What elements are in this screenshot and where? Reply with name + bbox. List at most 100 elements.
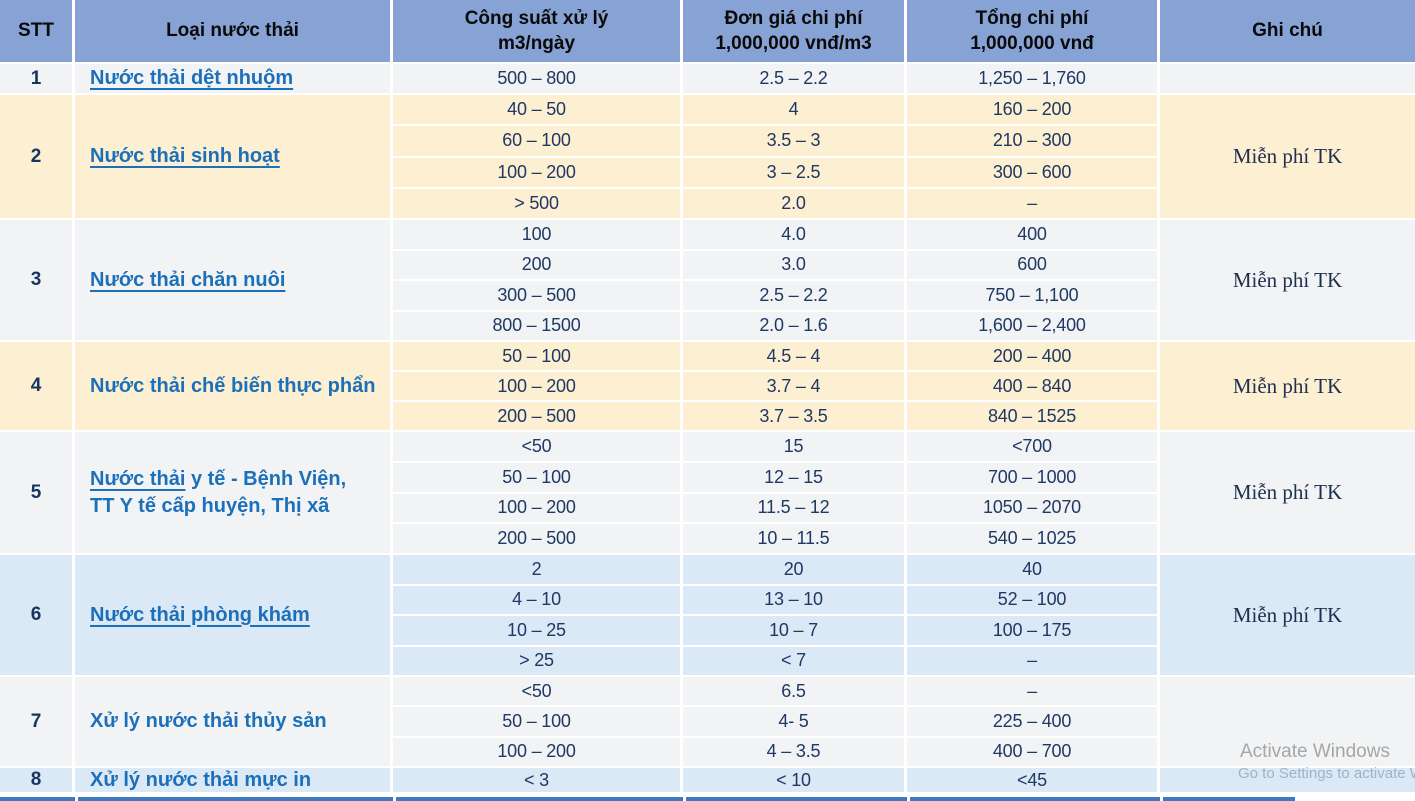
stt-number: 3 [30, 269, 42, 290]
capacity-value: 200 [521, 254, 552, 275]
sliver-tick [393, 797, 396, 801]
table-subrow: 50 – 100 [393, 463, 680, 494]
capacity-value: 100 [521, 223, 552, 244]
unit-price-cell: 4.0 3.0 2.5 – 2.2 2.0 – 1.6 [683, 220, 907, 340]
total-cost-value: 210 – 300 [992, 130, 1072, 151]
stt-number: 4 [30, 375, 42, 396]
unit-price-value: 10 – 7 [769, 619, 818, 640]
sliver-tick [75, 797, 78, 801]
capacity-value: 2 [531, 558, 542, 579]
wastewater-type-text: Xử lý nước thải mực in [90, 768, 312, 791]
capacity-value: > 25 [519, 650, 554, 671]
table-body: 1 Nước thải dệt nhuộm 500 – 800 2.5 – 2.2 1,… [0, 62, 1415, 792]
wastewater-type-cell: Xử lý nước thải mực in [75, 768, 393, 792]
table-subrow: 1,250 – 1,760 [907, 64, 1157, 93]
total-cost-cell: <700 700 – 1000 1050 – 2070 540 – 1025 [907, 432, 1160, 553]
table-subrow: 100 – 200 [393, 158, 680, 189]
stt-number: 1 [30, 67, 42, 89]
wastewater-type-text: Nước thải sinh hoạt [90, 145, 280, 167]
table-subrow: 2.0 [683, 189, 904, 218]
capacity-cell: <50 50 – 100 100 – 200 200 – 500 [393, 432, 683, 553]
total-cost-value: 540 – 1025 [987, 528, 1077, 549]
unit-price-cell: 4.5 – 4 3.7 – 4 3.7 – 3.5 [683, 342, 907, 430]
unit-price-cell: 20 13 – 10 10 – 7 < 7 [683, 555, 907, 675]
table-subrow: 40 – 50 [393, 95, 680, 127]
table-subrow: < 7 [683, 647, 904, 676]
total-cost-cell: 400 600 750 – 1,100 1,600 – 2,400 [907, 220, 1160, 340]
table-subrow: < 10 [683, 768, 904, 792]
wastewater-type-link[interactable]: Nước thải sinh hoạt [90, 143, 280, 170]
capacity-value: 100 – 200 [497, 375, 576, 396]
note-text: Miễn phí TK [1232, 373, 1343, 398]
total-cost-value: 1,600 – 2,400 [978, 315, 1086, 336]
note-text: Miễn phí TK [1232, 480, 1343, 504]
column-header-unit-price: Đơn giá chi phí 1,000,000 vnđ/m3 [683, 0, 907, 62]
note-text: Miễn phí TK [1232, 602, 1343, 627]
table-subrow: > 500 [393, 189, 680, 218]
total-cost-cell: 200 – 400 400 – 840 840 – 1525 [907, 342, 1160, 430]
wastewater-type-text: Nước thải [90, 467, 186, 490]
table-group-7: 7 Xử lý nước thải thủy sản <50 50 – 100 100 … [0, 675, 1415, 766]
total-cost-value: – [1027, 680, 1037, 701]
table-subrow: 20 [683, 555, 904, 586]
table-subrow: 300 – 600 [907, 158, 1157, 189]
capacity-cell: 50 – 100 100 – 200 200 – 500 [393, 342, 683, 430]
wastewater-type-cell: Nước thải dệt nhuộm [75, 64, 393, 93]
total-cost-value: – [1027, 650, 1037, 671]
table-subrow: 600 [907, 251, 1157, 281]
note-text: Miễn phí TK [1232, 267, 1343, 292]
total-cost-value: 400 [1017, 223, 1047, 244]
wastewater-type-cell: Nước thải chế biến thực phẩn [75, 342, 393, 430]
unit-price-value: 2.5 – 2.2 [759, 284, 828, 305]
total-cost-value: 1,250 – 1,760 [978, 68, 1086, 88]
total-cost-value: 300 – 600 [992, 161, 1072, 182]
unit-price-value: 6.5 [781, 680, 806, 701]
unit-price-value: 3.7 – 3.5 [759, 405, 828, 426]
table-subrow: 2.5 – 2.2 [683, 64, 904, 93]
column-header-stt: STT [0, 0, 75, 62]
stt-number: 6 [30, 604, 42, 625]
unit-price-cell: 15 12 – 15 11.5 – 12 10 – 11.5 [683, 432, 907, 553]
wastewater-type-link[interactable]: Nước thải dệt nhuộm [90, 65, 293, 92]
capacity-cell: <50 50 – 100 100 – 200 [393, 677, 683, 766]
table-subrow: 400 – 840 [907, 372, 1157, 402]
wastewater-type-link[interactable]: Nước thải chăn nuôi [90, 267, 285, 294]
table-subrow: 210 – 300 [907, 126, 1157, 158]
table-subrow: 4 [683, 95, 904, 127]
table-subrow: 3.7 – 3.5 [683, 402, 904, 430]
table-subrow: 13 – 10 [683, 586, 904, 616]
wastewater-type-link[interactable]: Nước thải phòng khám [90, 602, 310, 629]
wastewater-type-text: Nước thải chế biến thực phẩn [90, 374, 376, 397]
table-subrow: 6.5 [683, 677, 904, 708]
table-subrow: 10 – 25 [393, 616, 680, 647]
table-subrow: 3.0 [683, 251, 904, 281]
table-subrow: 15 [683, 432, 904, 463]
stt-cell: 8 [0, 768, 75, 792]
table-group-8: 8 Xử lý nước thải mực in < 3 < 10 <45 [0, 766, 1415, 792]
total-cost-value: 750 – 1,100 [985, 284, 1079, 305]
total-cost-value: <45 [1017, 769, 1047, 790]
total-cost-cell: 1,250 – 1,760 [907, 64, 1160, 93]
table-subrow: 11.5 – 12 [683, 494, 904, 525]
table-subrow: 500 – 800 [393, 64, 680, 93]
total-cost-value: – [1027, 192, 1037, 213]
table-subrow: <50 [393, 677, 680, 708]
table-group-3: 3 Nước thải chăn nuôi 100 200 300 – 500 800 –… [0, 218, 1415, 340]
unit-price-value: 4 [788, 99, 799, 120]
table-subrow: – [907, 647, 1157, 676]
table-subrow: <45 [907, 768, 1157, 792]
table-subrow: 3.5 – 3 [683, 126, 904, 158]
sliver-tick [907, 797, 910, 801]
wastewater-type-link[interactable]: Nước thải y tế - Bệnh Viện, TT Y tế cấp h… [90, 466, 346, 520]
table-header-row: STT Loại nước thải Công suất xử lý m3/ng… [0, 0, 1415, 62]
note-cell: Miễn phí TK [1160, 95, 1415, 218]
wastewater-type-text: Xử lý nước thải thủy sản [90, 710, 327, 732]
stt-number: 7 [30, 710, 42, 732]
unit-price-cell: < 10 [683, 768, 907, 792]
table-group-2: 2 Nước thải sinh hoạt 40 – 50 60 – 100 100 –… [0, 93, 1415, 218]
table-subrow: 60 – 100 [393, 126, 680, 158]
table-subrow: 840 – 1525 [907, 402, 1157, 430]
next-row-sliver [0, 797, 1295, 801]
note-cell [1160, 64, 1415, 93]
